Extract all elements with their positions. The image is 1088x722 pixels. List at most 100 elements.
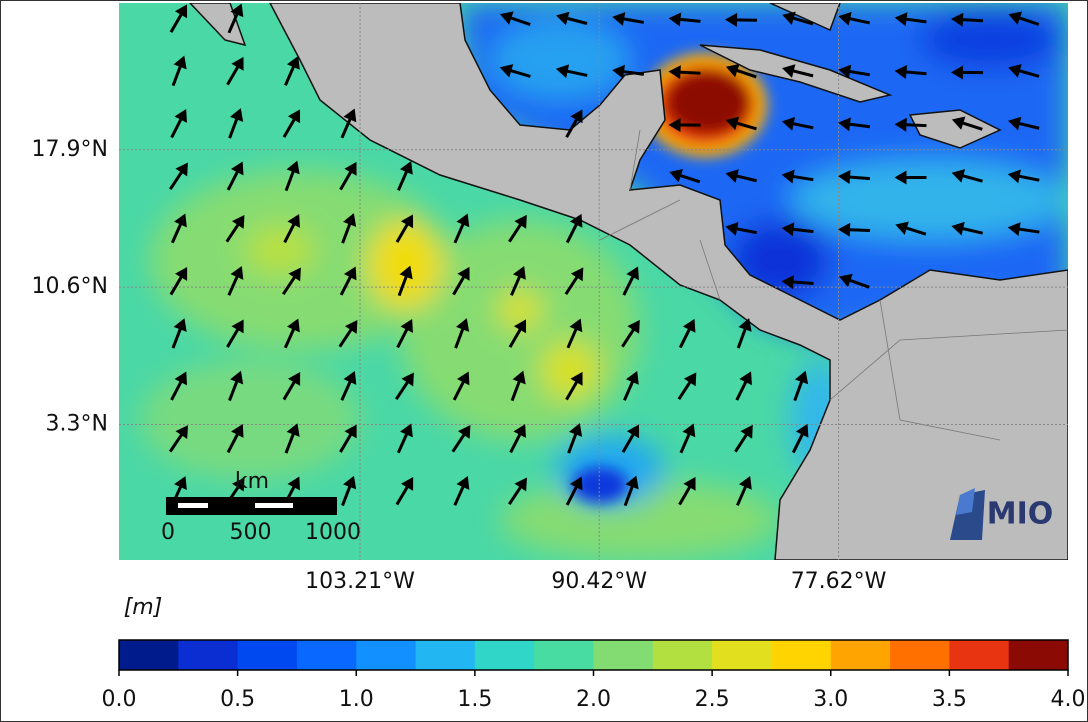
arrow — [451, 424, 471, 453]
arrow-shaft — [227, 272, 240, 296]
arrow-shaft — [510, 377, 522, 402]
arrow — [951, 116, 983, 131]
arrow-head — [668, 65, 681, 80]
arrow — [781, 222, 814, 237]
arrow — [171, 55, 187, 87]
storm-blob — [572, 53, 767, 503]
arrow — [838, 170, 871, 185]
arrow-shaft — [395, 483, 411, 506]
arrow-shaft — [454, 325, 466, 349]
arrow-shaft — [793, 377, 805, 402]
arrow — [951, 12, 984, 27]
arrow-shaft — [284, 167, 296, 192]
lon-label: 103.21°W — [305, 569, 415, 594]
arrow — [838, 222, 871, 237]
arrow-head — [894, 170, 907, 185]
colorbar-tick-label: 0.5 — [220, 687, 255, 712]
arrow — [555, 64, 588, 79]
arrow — [452, 371, 470, 401]
arrow — [736, 475, 752, 506]
arrow-shaft — [567, 430, 579, 454]
arrow — [894, 12, 927, 27]
arrow-head — [781, 116, 796, 131]
arrow-head — [286, 423, 300, 437]
axis-labels: 17.9°N 10.6°N 3.3°N 103.21°W 90.42°W 77.62°W 0… — [32, 137, 887, 594]
arrow-head — [951, 221, 965, 236]
colorbar-step — [474, 640, 535, 670]
arrow-head — [232, 477, 245, 492]
arrow-head — [456, 371, 470, 386]
arrow-shaft — [845, 122, 871, 129]
arrow-shaft — [789, 227, 814, 234]
arrow — [341, 475, 357, 507]
arrow-head — [838, 11, 852, 26]
arrow — [782, 64, 814, 78]
arrow — [669, 168, 701, 184]
arrow — [567, 423, 583, 454]
arrow — [734, 424, 753, 453]
arrow-shaft — [676, 17, 701, 23]
arrow — [397, 265, 413, 297]
arrow-shaft — [283, 325, 297, 349]
arrow-head — [569, 423, 583, 437]
arrow — [508, 477, 527, 506]
graticule — [119, 3, 1068, 560]
arrow-shaft — [283, 220, 297, 244]
arrow-head — [627, 319, 640, 334]
arrow-shaft — [564, 273, 581, 296]
arrow — [510, 265, 526, 296]
arrow — [339, 161, 357, 191]
arrow — [499, 11, 531, 26]
arrow-head — [838, 117, 851, 132]
arrow — [169, 162, 188, 191]
arrow-shaft — [284, 430, 296, 454]
arrow — [228, 108, 244, 139]
colorbar-tick-label: 3.5 — [932, 687, 967, 712]
arrow — [454, 318, 470, 349]
arrow-head — [175, 162, 188, 177]
arrow-shaft — [958, 226, 983, 235]
arrow-head — [401, 372, 414, 387]
arrow-head — [569, 318, 583, 333]
arrow — [736, 318, 752, 349]
arrow-head — [781, 275, 795, 290]
arrow — [781, 275, 814, 290]
arrow-shaft — [228, 377, 240, 402]
arrow-head — [287, 213, 300, 228]
arrow-head — [174, 108, 187, 123]
arrow-shaft — [169, 168, 185, 191]
arrow — [395, 372, 414, 401]
arrow-head — [612, 64, 625, 79]
arrow-head — [838, 170, 851, 185]
arrow — [284, 160, 300, 192]
arrow-head — [895, 221, 909, 235]
arrow-head — [625, 475, 639, 490]
arrow-shaft — [845, 228, 871, 232]
arrow-shaft — [734, 430, 750, 453]
arrow-shaft — [169, 273, 185, 296]
arrow-head — [230, 266, 244, 280]
arrow — [509, 423, 526, 454]
arrow-head — [514, 477, 527, 492]
arrow-head — [683, 372, 697, 387]
arrow-head — [782, 11, 796, 26]
arrow-head — [499, 64, 514, 78]
arrow-head — [951, 65, 964, 80]
arrow-shaft — [565, 115, 580, 138]
arrow-shaft — [623, 482, 635, 507]
arrow — [499, 64, 531, 78]
colorbar-tick-label: 0.0 — [102, 687, 137, 712]
arrow-head — [513, 319, 527, 334]
arrow — [228, 370, 244, 402]
arrow-shaft — [397, 272, 409, 297]
arrow — [340, 371, 357, 401]
arrow-head — [288, 267, 301, 282]
arrow-shaft — [341, 220, 353, 244]
arrow-head — [456, 476, 470, 490]
arrow — [1007, 222, 1040, 237]
arrow — [668, 12, 701, 27]
arrow-head — [795, 423, 809, 438]
arrow-shaft — [508, 220, 524, 243]
arrow-head — [781, 169, 795, 184]
arrow — [839, 273, 870, 289]
